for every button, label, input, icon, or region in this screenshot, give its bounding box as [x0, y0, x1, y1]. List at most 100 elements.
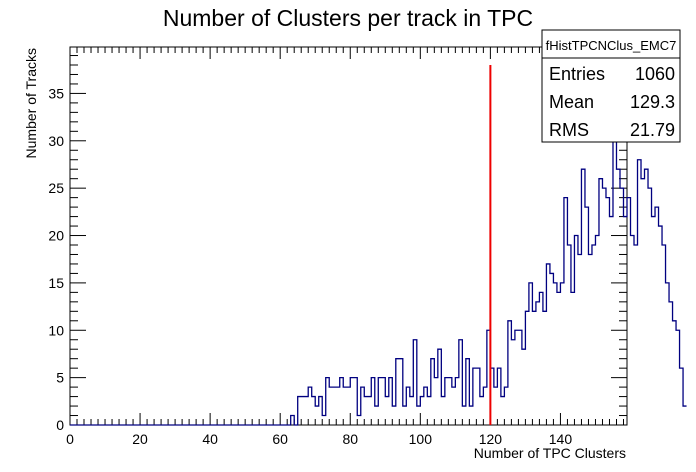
histogram-bin [515, 330, 519, 425]
histogram-bin [389, 378, 393, 425]
histogram-bin [511, 340, 515, 425]
stats-mean-label: Mean [549, 92, 594, 112]
histogram-bin [301, 397, 305, 425]
histogram-bin [501, 397, 505, 425]
stats-entries-label: Entries [549, 64, 605, 84]
histogram-bin [641, 179, 645, 425]
histogram-bin [417, 406, 421, 425]
histogram-bin [638, 160, 642, 425]
histogram-bin [403, 406, 407, 425]
histogram-bin [560, 283, 564, 425]
y-axis-label: Number of Tracks [23, 48, 39, 158]
histogram-bin [497, 368, 501, 425]
histogram-bin [452, 387, 456, 425]
histogram-bin [462, 406, 466, 425]
histogram-bin [620, 188, 624, 425]
stats-rms-value: 21.79 [630, 120, 675, 140]
histogram-bin [336, 387, 340, 425]
histogram-bin [473, 368, 477, 425]
histogram-bin [340, 378, 344, 425]
histogram-bin [631, 236, 635, 425]
histogram-bin [385, 397, 389, 425]
chart-title: Number of Clusters per track in TPC [163, 5, 533, 31]
x-tick-label: 100 [409, 431, 433, 447]
y-tick-label: 10 [48, 322, 64, 338]
x-tick-label: 20 [132, 431, 148, 447]
histogram-bin [648, 188, 652, 425]
histogram-bin [645, 169, 649, 425]
histogram-bin [567, 245, 571, 425]
histogram-bin [602, 188, 606, 425]
histogram-bin [424, 387, 428, 425]
histogram-bin [305, 397, 309, 425]
y-tick-label: 5 [56, 370, 64, 386]
histogram-series-line [70, 130, 687, 426]
y-tick-label: 20 [48, 228, 64, 244]
stats-rms-label: RMS [549, 120, 589, 140]
histogram-bin [354, 378, 358, 425]
histogram-bin [571, 292, 575, 425]
histogram-bin [399, 359, 403, 425]
histogram-bin [291, 416, 295, 425]
histogram-bin [410, 397, 414, 425]
x-tick-label: 140 [549, 431, 573, 447]
histogram-bin [553, 283, 557, 425]
histogram-bin [532, 311, 536, 425]
histogram-bin [585, 207, 589, 425]
histogram-bin [536, 302, 540, 425]
histogram-bin [673, 321, 677, 425]
histogram-bin [623, 217, 627, 425]
stats-mean-value: 129.3 [630, 92, 675, 112]
histogram-bin [676, 330, 680, 425]
histogram-bin [578, 254, 582, 425]
histogram-bin [375, 406, 379, 425]
histogram-bin [357, 416, 361, 425]
histogram-bin [655, 207, 659, 425]
histogram-bin [448, 378, 452, 425]
histogram-bin [539, 292, 543, 425]
histogram-bin [343, 387, 347, 425]
x-tick-label: 60 [272, 431, 288, 447]
histogram-bin [557, 292, 561, 425]
histogram-bin [508, 321, 512, 425]
histogram-bin [613, 131, 617, 425]
histogram-bin [445, 378, 449, 425]
histogram-bin [378, 378, 382, 425]
histogram-bin [588, 254, 592, 425]
histogram-bin [347, 387, 351, 425]
histogram-bin [361, 387, 365, 425]
histogram-bin [504, 387, 508, 425]
histogram-bin [466, 359, 470, 425]
histogram-bin [308, 387, 312, 425]
histogram-bin [616, 169, 620, 425]
histogram-bin [595, 236, 599, 425]
histogram-bin [609, 217, 613, 425]
histogram-bin [522, 349, 526, 425]
histogram-bin [364, 397, 368, 425]
histogram-bin [669, 302, 673, 425]
histogram-bin [525, 311, 529, 425]
histogram-bin [455, 378, 459, 425]
histogram-bin [546, 264, 550, 425]
histogram-bin [683, 406, 687, 425]
histogram-bin [666, 283, 670, 425]
x-tick-label: 0 [66, 431, 74, 447]
histogram-bin [368, 397, 372, 425]
histogram-bin [312, 397, 316, 425]
histogram-bin [680, 368, 684, 425]
histogram-bin [350, 378, 354, 425]
histogram-bin [634, 245, 638, 425]
histogram-bin [438, 349, 442, 425]
histogram-bin [518, 330, 522, 425]
histogram-bin [494, 387, 498, 425]
histogram-bin [652, 217, 656, 425]
y-tick-label: 35 [48, 85, 64, 101]
histogram-bin [431, 359, 435, 425]
histogram-bin [550, 273, 554, 425]
histogram-bin [659, 226, 663, 425]
histogram-bin [392, 406, 396, 425]
histogram-bin [329, 387, 333, 425]
histogram-bin [543, 311, 547, 425]
histogram-bin [476, 368, 480, 425]
